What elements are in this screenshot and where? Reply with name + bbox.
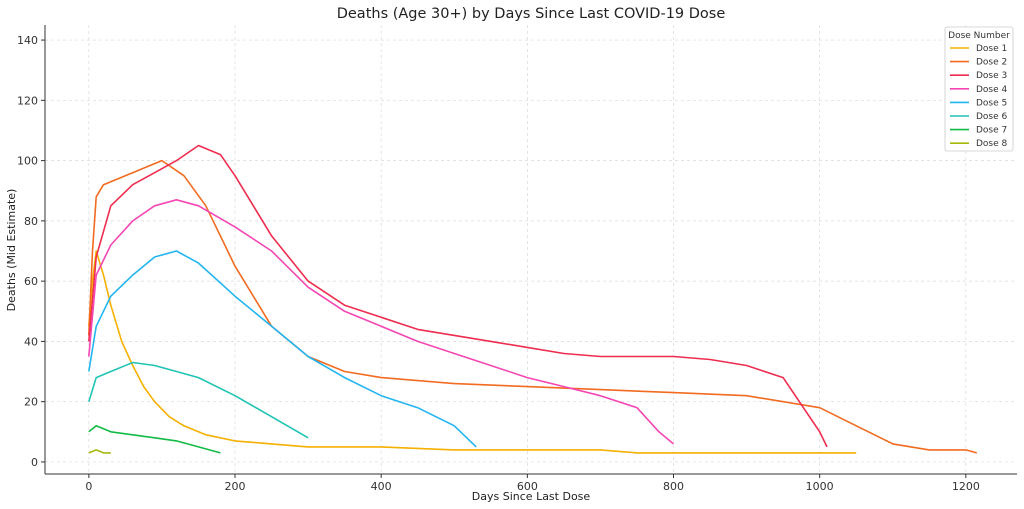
y-tick-label: 20	[24, 396, 38, 409]
legend-label: Dose 3	[976, 71, 1007, 81]
x-tick-label: 800	[663, 480, 684, 493]
legend-label: Dose 1	[976, 44, 1007, 54]
ticks: 0 200 400 600 800 1000 1200 0 20 40 60 80 100 120 140	[17, 34, 980, 493]
series-line-dose-5	[88, 250, 477, 448]
y-axis-title: Deaths (Mid Estimate)	[5, 189, 18, 312]
series-line-dose-6	[88, 361, 309, 439]
x-tick-label: 200	[225, 480, 246, 493]
y-tick-label: 140	[17, 34, 38, 47]
legend-label: Dose 8	[976, 139, 1008, 149]
series-lines	[88, 144, 978, 454]
y-tick-label: 40	[24, 335, 38, 348]
y-tick-label: 0	[31, 456, 38, 469]
legend-items: Dose 1 Dose 2 Dose 3 Dose 4 Dose 5 Dose 6 Dose…	[950, 44, 1008, 149]
grid	[45, 25, 1017, 474]
y-tick-label: 60	[24, 275, 38, 288]
series-line-dose-2	[88, 159, 978, 454]
y-tick-label: 100	[17, 155, 38, 168]
x-axis-title: Days Since Last Dose	[472, 490, 591, 503]
x-tick-label: 400	[371, 480, 392, 493]
series-line-dose-1	[88, 250, 857, 454]
x-tick-label: 600	[517, 480, 538, 493]
legend-label: Dose 4	[976, 85, 1008, 95]
series-line-dose-8	[88, 449, 111, 454]
chart-title: Deaths (Age 30+) by Days Since Last COVI…	[337, 6, 726, 22]
series-line-dose-4	[88, 199, 675, 445]
y-tick-label: 80	[24, 215, 38, 228]
series-line-dose-7	[88, 424, 221, 454]
x-tick-label: 0	[85, 480, 92, 493]
series-line-dose-3	[88, 144, 828, 448]
legend-title: Dose Number	[948, 31, 1010, 41]
legend-label: Dose 6	[976, 112, 1008, 122]
y-tick-label: 120	[17, 94, 38, 107]
x-tick-label: 1200	[952, 480, 980, 493]
x-tick-label: 1000	[806, 480, 834, 493]
legend-label: Dose 2	[976, 58, 1007, 68]
legend-label: Dose 7	[976, 126, 1007, 136]
legend-box	[944, 26, 1014, 152]
legend-label: Dose 5	[976, 98, 1007, 108]
axes	[44, 25, 1017, 475]
